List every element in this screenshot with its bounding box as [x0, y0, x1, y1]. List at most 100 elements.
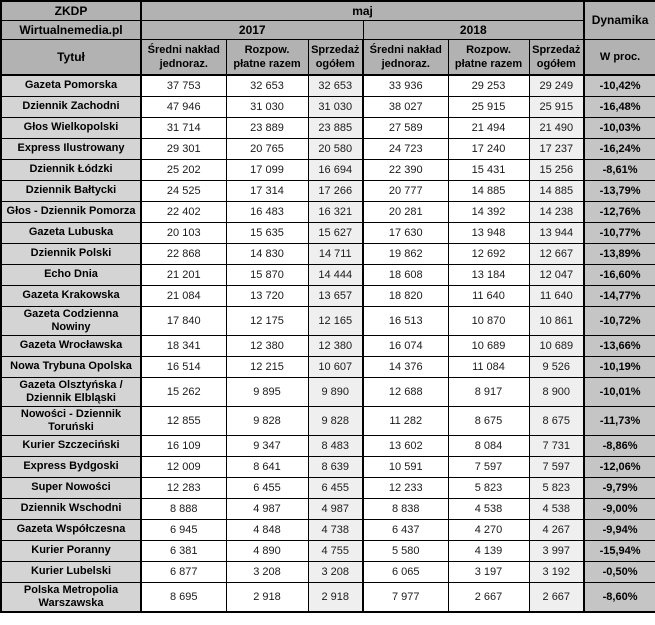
title-column-header: Tytuł	[0, 38, 142, 76]
dynamics-cell: -16,48%	[583, 95, 655, 118]
value-cell: 15 256	[528, 158, 586, 181]
value-cell: 13 720	[225, 284, 309, 307]
value-cell: 6 381	[140, 539, 227, 562]
value-cell: 14 444	[307, 263, 364, 286]
table-row: Kurier Szczeciński 16 109 9 347 8 483 13 602…	[0, 434, 655, 457]
value-cell: 19 862	[362, 242, 449, 265]
newspaper-title: Dziennik Bałtycki	[0, 179, 142, 202]
dynamics-cell: -10,19%	[583, 355, 655, 378]
value-cell: 14 238	[528, 200, 586, 223]
value-cell: 11 640	[447, 284, 530, 307]
value-cell: 12 215	[225, 355, 309, 378]
value-cell: 17 237	[528, 137, 586, 160]
value-cell: 16 321	[307, 200, 364, 223]
value-cell: 7 977	[362, 581, 449, 612]
table-row: Dziennik Zachodni 47 946 31 030 31 030 38 02…	[0, 95, 655, 118]
value-cell: 18 820	[362, 284, 449, 307]
value-cell: 25 915	[447, 95, 530, 118]
value-cell: 8 838	[362, 497, 449, 520]
value-cell: 2 918	[225, 581, 309, 612]
table-row: Gazeta Lubuska 20 103 15 635 15 627 17 630 13…	[0, 221, 655, 244]
value-cell: 20 281	[362, 200, 449, 223]
value-cell: 12 380	[225, 334, 309, 357]
header-row-columns: Tytuł Średni nakład jednoraz. Rozpow. pł…	[0, 38, 655, 76]
value-cell: 8 675	[447, 405, 530, 436]
value-cell: 3 208	[307, 560, 364, 583]
value-cell: 6 455	[307, 476, 364, 499]
dynamics-cell: -8,60%	[583, 581, 655, 612]
table-row: Express Bydgoski 12 009 8 641 8 639 10 591 7 …	[0, 455, 655, 478]
value-cell: 6 945	[140, 518, 227, 541]
table-header: ZKDP maj Dynamika Wirtualnemedia.pl 2017…	[0, 0, 655, 76]
header-row-brand: ZKDP maj Dynamika	[0, 0, 655, 40]
value-cell: 7 597	[528, 455, 586, 478]
value-cell: 9 526	[528, 355, 586, 378]
value-cell: 8 888	[140, 497, 227, 520]
table-row: Nowa Trybuna Opolska 16 514 12 215 10 607 14…	[0, 355, 655, 378]
value-cell: 8 695	[140, 581, 227, 612]
value-cell: 31 030	[307, 95, 364, 118]
value-cell: 17 314	[225, 179, 309, 202]
table-row: Gazeta Codzienna Nowiny 17 840 12 175 12 16…	[0, 305, 655, 336]
value-cell: 4 139	[447, 539, 530, 562]
value-cell: 4 987	[307, 497, 364, 520]
value-cell: 24 723	[362, 137, 449, 160]
value-cell: 16 074	[362, 334, 449, 357]
value-cell: 22 402	[140, 200, 227, 223]
subheader-avg-print-2017: Średni nakład jednoraz.	[140, 38, 227, 76]
value-cell: 9 347	[225, 434, 309, 457]
value-cell: 14 885	[447, 179, 530, 202]
table-row: Dziennik Łódzki 25 202 17 099 16 694 22 390 1…	[0, 158, 655, 181]
dynamics-cell: -13,89%	[583, 242, 655, 265]
value-cell: 21 084	[140, 284, 227, 307]
value-cell: 4 848	[225, 518, 309, 541]
value-cell: 4 890	[225, 539, 309, 562]
value-cell: 38 027	[362, 95, 449, 118]
newspaper-title: Gazeta Codzienna Nowiny	[0, 305, 142, 336]
value-cell: 16 513	[362, 305, 449, 336]
value-cell: 12 283	[140, 476, 227, 499]
value-cell: 9 828	[225, 405, 309, 436]
value-cell: 14 392	[447, 200, 530, 223]
value-cell: 8 917	[447, 376, 530, 407]
value-cell: 10 870	[447, 305, 530, 336]
value-cell: 37 753	[140, 74, 227, 97]
value-cell: 13 944	[528, 221, 586, 244]
value-cell: 4 267	[528, 518, 586, 541]
value-cell: 12 692	[447, 242, 530, 265]
value-cell: 3 997	[528, 539, 586, 562]
dynamics-cell: -16,24%	[583, 137, 655, 160]
value-cell: 16 483	[225, 200, 309, 223]
percent-column-header: W proc.	[583, 38, 655, 76]
value-cell: 5 823	[447, 476, 530, 499]
value-cell: 24 525	[140, 179, 227, 202]
value-cell: 9 890	[307, 376, 364, 407]
value-cell: 4 538	[528, 497, 586, 520]
dynamics-cell: -10,77%	[583, 221, 655, 244]
table-row: Gazeta Olsztyńska / Dziennik Elbląski 15 …	[0, 376, 655, 407]
value-cell: 14 711	[307, 242, 364, 265]
subheader-total-sales-2018: Sprzedaż ogółem	[528, 38, 586, 76]
newspaper-title: Echo Dnia	[0, 263, 142, 286]
value-cell: 31 714	[140, 116, 227, 139]
newspaper-title: Nowości - Dziennik Toruński	[0, 405, 142, 436]
value-cell: 23 889	[225, 116, 309, 139]
value-cell: 10 607	[307, 355, 364, 378]
value-cell: 31 030	[225, 95, 309, 118]
brand-zkdp: ZKDP	[0, 0, 142, 21]
newspaper-title: Dziennik Wschodni	[0, 497, 142, 520]
value-cell: 8 639	[307, 455, 364, 478]
dynamics-cell: -9,00%	[583, 497, 655, 520]
value-cell: 2 667	[447, 581, 530, 612]
header-row-years: Wirtualnemedia.pl 2017 2018	[0, 19, 655, 40]
newspaper-title: Dziennik Zachodni	[0, 95, 142, 118]
dynamics-cell: -10,42%	[583, 74, 655, 97]
value-cell: 32 653	[307, 74, 364, 97]
value-cell: 8 675	[528, 405, 586, 436]
dynamics-cell: -14,77%	[583, 284, 655, 307]
table-row: Polska Metropolia Warszawska 8 695 2 918 2 …	[0, 581, 655, 612]
table-row: Gazeta Współczesna 6 945 4 848 4 738 6 437 4 …	[0, 518, 655, 541]
table-row: Dziennik Bałtycki 24 525 17 314 17 266 20 77…	[0, 179, 655, 202]
value-cell: 3 197	[447, 560, 530, 583]
